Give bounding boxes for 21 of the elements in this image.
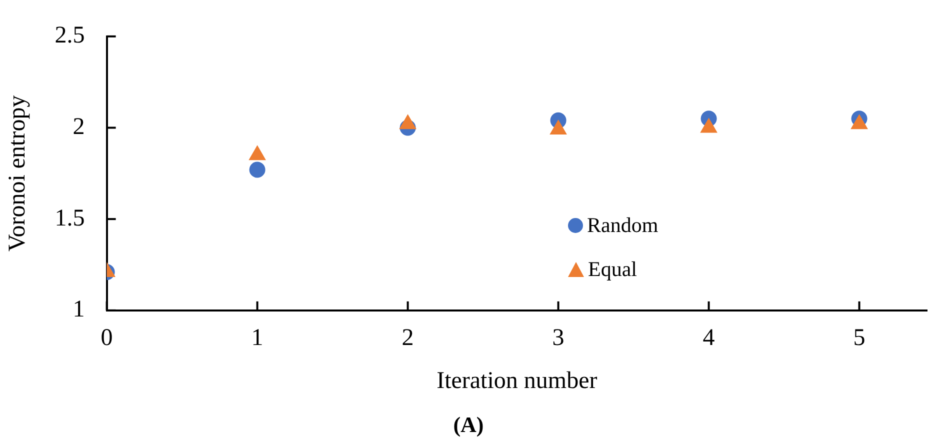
y-axis-title: Voronoi entropy [4,95,31,252]
x-tick-label: 2 [402,325,414,352]
x-axis-title: Iteration number [436,368,598,394]
legend-label: Random [587,212,658,238]
point [850,114,868,130]
x-tick-label: 5 [853,325,866,352]
point [249,162,266,178]
point [248,145,266,160]
point [700,118,718,133]
y-tick-label: 2.5 [54,22,85,49]
y-tick-label: 1 [72,296,85,323]
legend-label: Equal [588,256,637,282]
y-tick-label: 2 [72,114,85,140]
point [550,120,567,135]
x-tick-label: 0 [100,325,113,352]
x-tick-label: 1 [251,325,264,352]
x-tick-label: 3 [552,325,564,352]
text: (A) [452,412,485,438]
x-tick-label: 4 [702,325,715,352]
point [399,114,416,130]
y-tick-label: 1.5 [54,205,85,232]
